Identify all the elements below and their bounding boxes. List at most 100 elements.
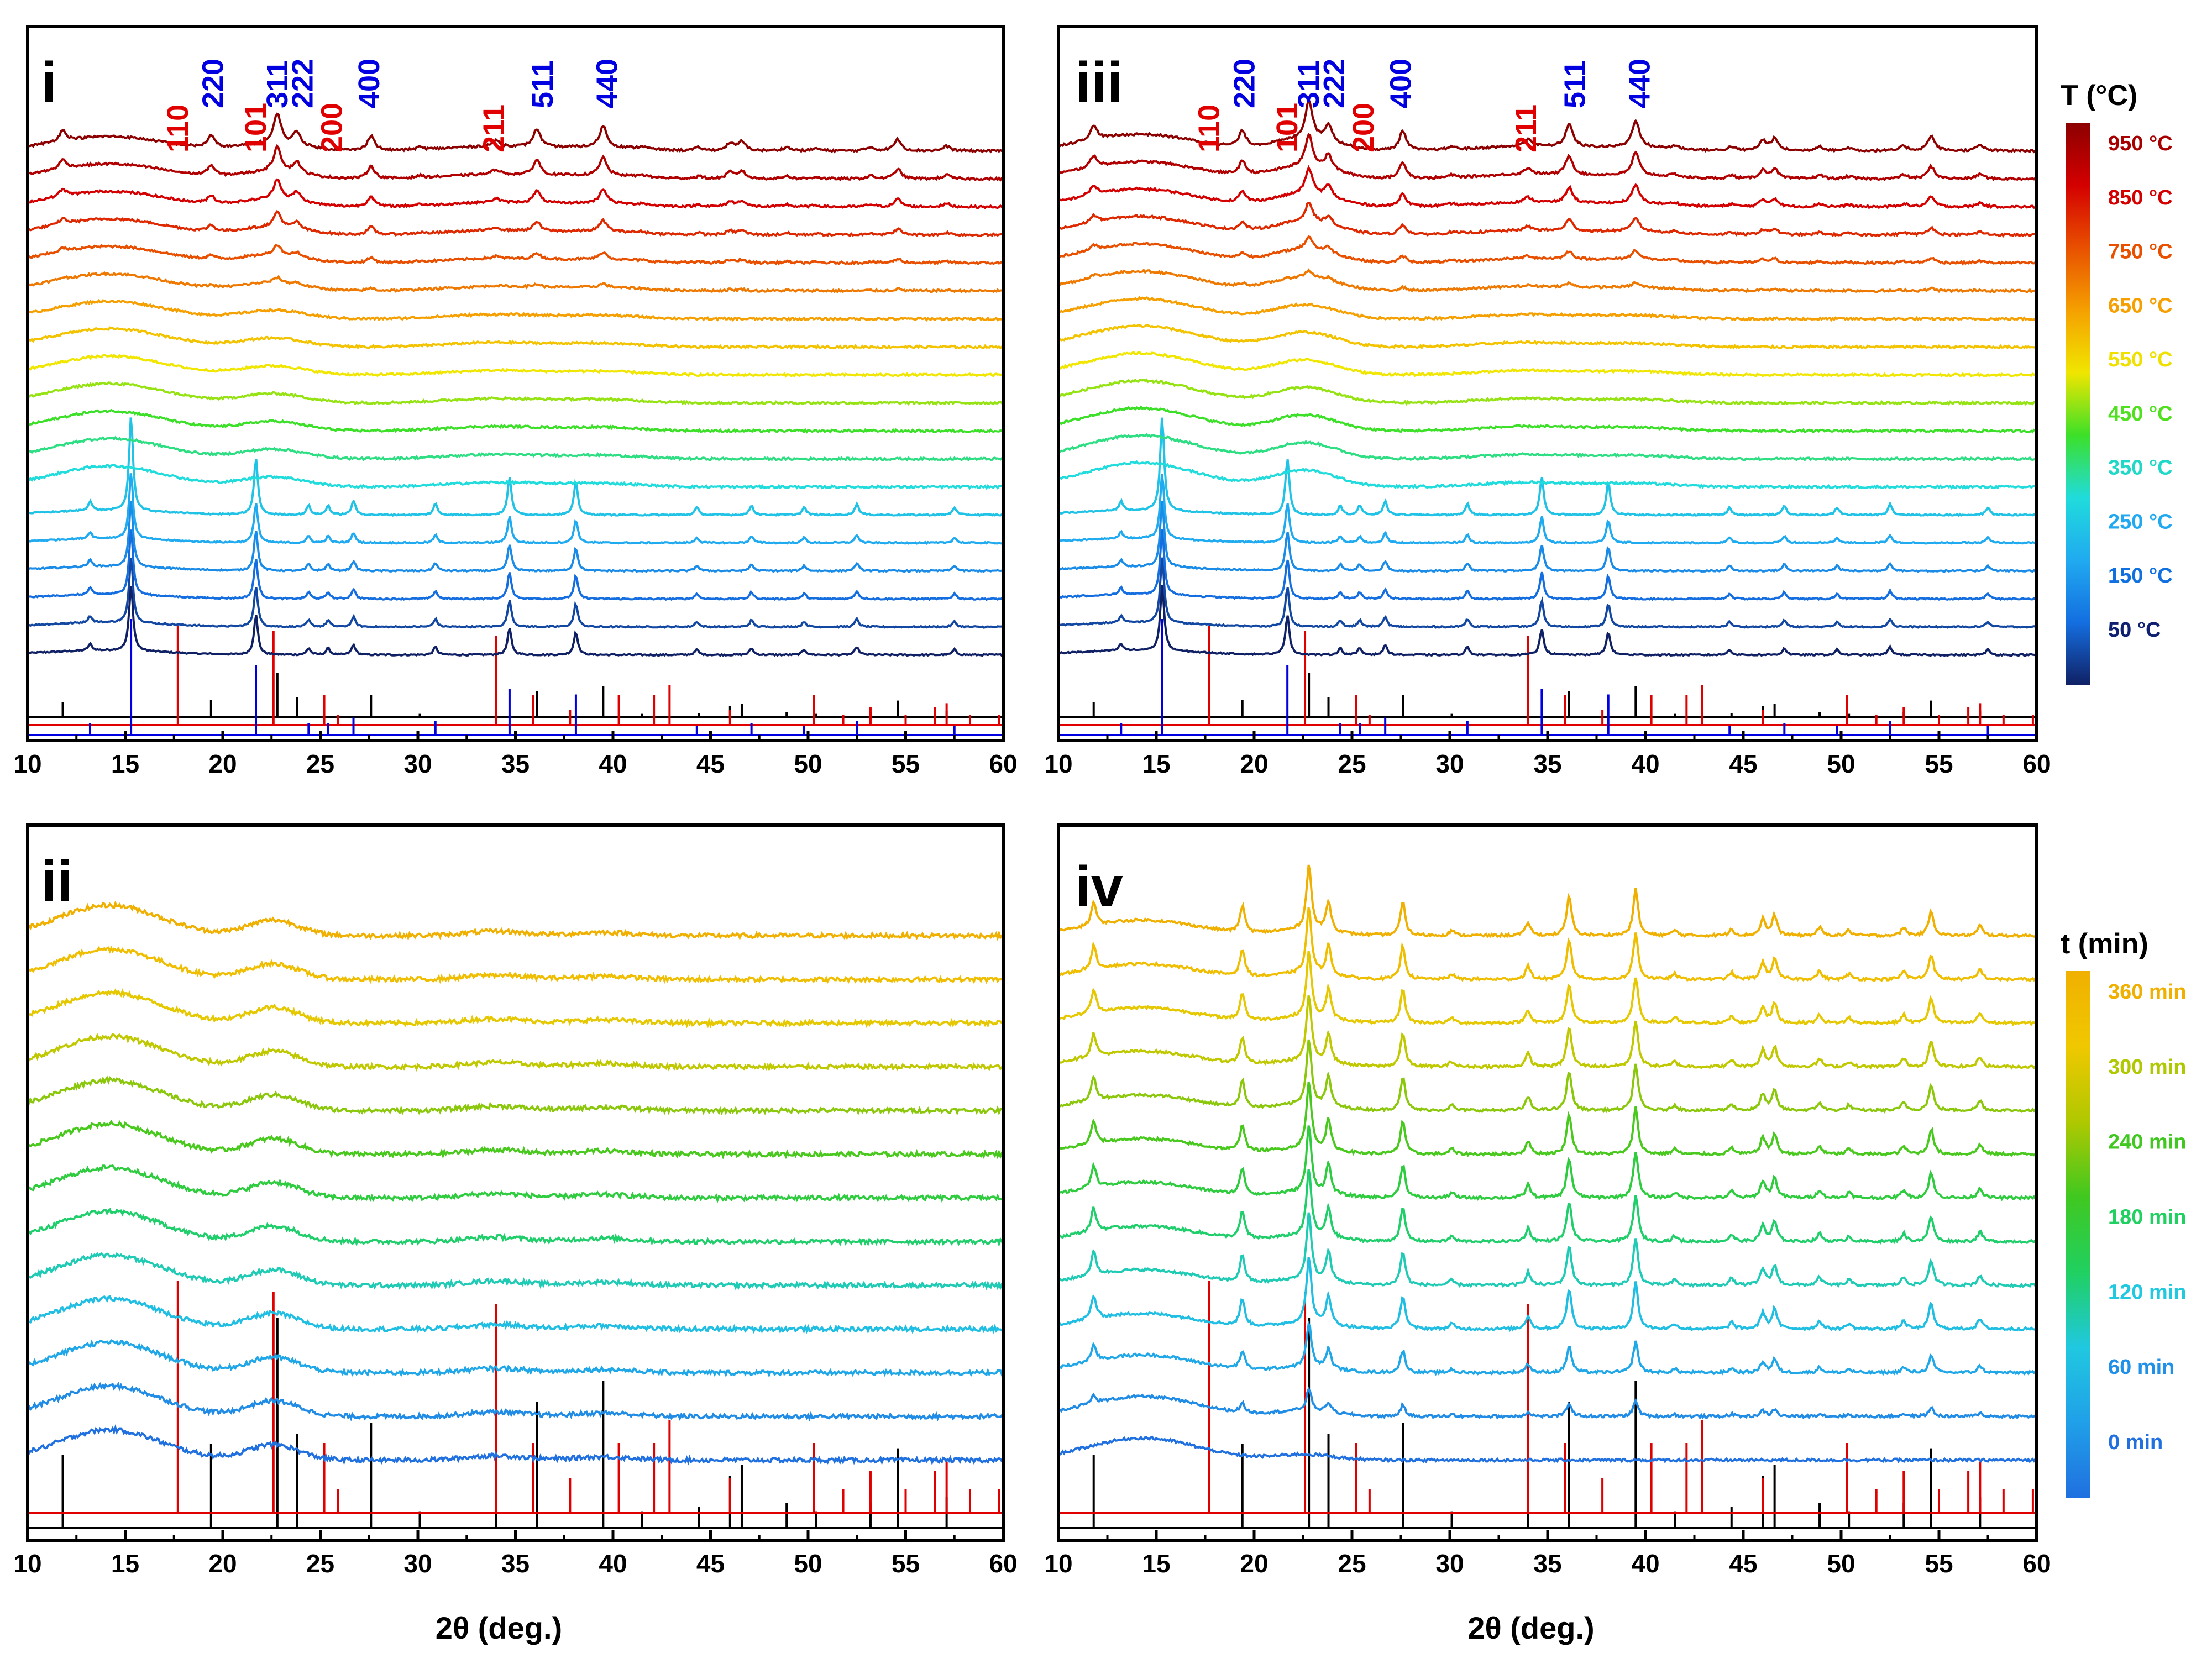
hkl-label: 220 <box>1228 59 1261 108</box>
hkl-label: 311 <box>1292 60 1325 108</box>
reference-pattern-black <box>1058 1318 2037 1529</box>
series-line <box>28 1339 1003 1378</box>
x-tick-label: 25 <box>1338 1549 1366 1578</box>
x-tick-label: 60 <box>989 1549 1017 1578</box>
series-line <box>1058 1256 2037 1332</box>
x-tick-label: 10 <box>1044 749 1072 778</box>
series-line <box>28 178 1003 209</box>
series-line <box>1058 235 2037 266</box>
x-tick-label: 45 <box>1729 1549 1757 1578</box>
x-tick-label: 15 <box>111 1549 139 1578</box>
colorbar-gradient <box>2066 123 2090 685</box>
x-tick-label: 60 <box>2022 749 2051 778</box>
plot-area <box>1058 864 2037 1529</box>
panel-iv: 10 15 20 25 30 35 40 45 50 55 60 iv 2θ (deg.) <box>1044 823 2051 1645</box>
series-line <box>1058 951 2037 1027</box>
x-tick-label: 55 <box>892 749 920 778</box>
reference-pattern-black <box>1058 673 2037 718</box>
x-tick-label: 60 <box>2022 1549 2051 1578</box>
series-line <box>28 988 1003 1029</box>
x-tick-label: 30 <box>1435 749 1464 778</box>
series-line <box>1058 1320 2037 1376</box>
hkl-label: 110 <box>161 104 195 153</box>
colorbar-label: 350 °C <box>2108 456 2173 480</box>
x-tick-label: 50 <box>794 749 822 778</box>
x-tick-label: 25 <box>1338 749 1366 778</box>
x-tick-label: 50 <box>794 1549 822 1578</box>
colorbar-label: 650 °C <box>2108 294 2173 317</box>
series-line <box>28 326 1003 350</box>
hkl-label: 400 <box>353 59 386 108</box>
x-tick-label: 60 <box>989 749 1017 778</box>
reference-pattern-red <box>28 626 1003 726</box>
hkl-label: 511 <box>1559 60 1592 108</box>
colorbar-label: 750 °C <box>2108 240 2173 264</box>
series-line <box>28 271 1003 294</box>
panel-label: ii <box>41 849 73 914</box>
series-line <box>1058 201 2037 238</box>
series-line <box>28 1424 1003 1466</box>
series-line <box>28 381 1003 406</box>
colorbar-label: 180 min <box>2108 1206 2187 1229</box>
plot-area <box>1058 96 2037 736</box>
series-line <box>28 408 1003 434</box>
x-tick-label: 20 <box>1240 749 1268 778</box>
hkl-label: 211 <box>1509 104 1543 153</box>
colorbar-temperature: T (°C) 950 °C 850 °C 750 °C 650 °C 550 °C 450 … <box>2061 80 2173 685</box>
panel-frame <box>1057 823 2038 1542</box>
colorbar-label: 240 min <box>2108 1131 2187 1154</box>
plot-area <box>28 900 1003 1529</box>
hkl-label: 200 <box>316 103 349 153</box>
reference-pattern-red <box>1058 1281 2037 1514</box>
x-tick-label: 30 <box>1435 1549 1464 1578</box>
x-tick-label: 55 <box>892 1549 920 1578</box>
series-line <box>28 209 1003 238</box>
series-line <box>28 463 1003 490</box>
series-line <box>1058 133 2037 181</box>
series-line <box>28 1164 1003 1204</box>
x-tick-label: 30 <box>403 1549 432 1578</box>
series-line <box>1058 474 2037 545</box>
x-tick-label: 40 <box>599 1549 627 1578</box>
series-line <box>28 144 1003 182</box>
colorbar-label: 150 °C <box>2108 564 2173 587</box>
series-line <box>1058 1212 2037 1288</box>
x-tick-label: 40 <box>1631 749 1659 778</box>
x-tick-label: 15 <box>1142 1549 1170 1578</box>
hkl-label: 110 <box>1193 104 1226 153</box>
panel-ii: 10 15 20 25 30 35 40 45 50 55 60 ii 2θ (deg.) <box>13 823 1018 1645</box>
series-line <box>1058 529 2037 601</box>
hkl-label: 222 <box>286 59 319 108</box>
x-tick-label: 45 <box>1729 749 1757 778</box>
colorbar-label: 60 min <box>2108 1356 2174 1379</box>
colorbar-label: 550 °C <box>2108 348 2173 371</box>
colorbar-label: 300 min <box>2108 1056 2187 1079</box>
series-line <box>1058 1387 2037 1420</box>
series-line <box>28 353 1003 378</box>
x-tick-label: 45 <box>696 749 725 778</box>
x-tick-label: 55 <box>1925 749 1953 778</box>
series-line <box>1058 96 2037 154</box>
x-tick-label: 40 <box>1631 1549 1659 1578</box>
series-line <box>1058 907 2037 983</box>
x-tick-label: 45 <box>696 1549 725 1578</box>
x-tick-label: 35 <box>501 1549 530 1578</box>
x-tick-label: 20 <box>1240 1549 1268 1578</box>
hkl-label: 440 <box>590 59 623 108</box>
series-line <box>1058 460 2037 490</box>
x-tick-label: 35 <box>501 749 530 778</box>
x-axis-title: 2θ (deg.) <box>436 1610 562 1645</box>
series-line <box>28 244 1003 266</box>
x-tick-label: 25 <box>306 1549 334 1578</box>
hkl-label: 200 <box>1347 103 1380 153</box>
series-line <box>1058 296 2037 322</box>
series-line <box>1058 378 2037 406</box>
hkl-label: 400 <box>1385 59 1418 108</box>
x-tick-label: 40 <box>599 749 627 778</box>
series-line <box>28 946 1003 984</box>
series-line <box>1058 1039 2037 1114</box>
x-tick-label: 15 <box>1142 749 1170 778</box>
series-line <box>28 1208 1003 1247</box>
